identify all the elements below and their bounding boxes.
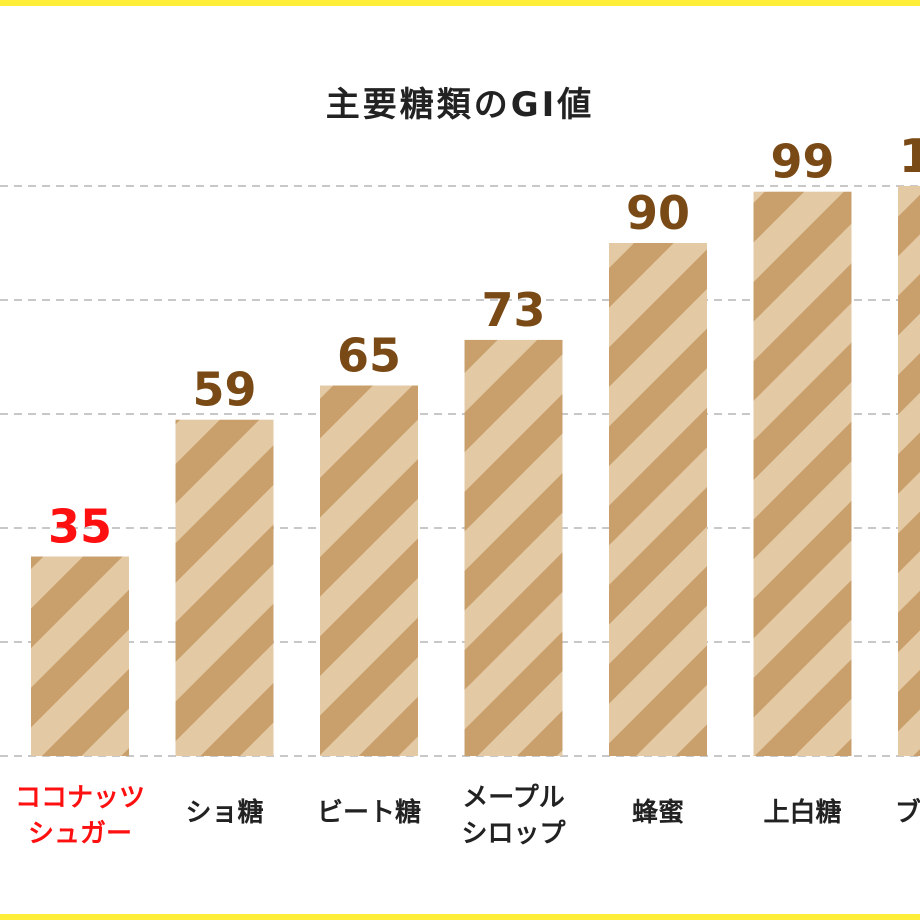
value-labels: 35 59 65 73 90 99 100	[48, 129, 920, 554]
bar	[898, 186, 920, 756]
category-label: ビート糖	[317, 797, 421, 828]
category-label: ココナッツシュガー	[15, 783, 145, 849]
category-label: ショ糖	[185, 797, 263, 828]
bars	[31, 186, 920, 756]
value-label: 35	[48, 500, 112, 554]
value-label: 59	[192, 363, 256, 417]
value-label: 99	[770, 135, 834, 189]
category-label-line: 上白糖	[763, 797, 841, 828]
category-label: 蜂蜜	[632, 797, 684, 828]
bar	[31, 556, 129, 756]
category-label-line: メープル	[462, 783, 564, 813]
value-label: 90	[626, 186, 690, 240]
category-label: ブドウ糖	[895, 797, 920, 828]
bar	[753, 191, 852, 756]
category-label-line: シロップ	[461, 819, 566, 849]
value-label: 100	[899, 129, 920, 183]
gi-bar-chart: 主要糖類のGI値 35 59 65 73 90 99 100 ココナッツシュガー ショ糖 ビート…	[0, 85, 920, 849]
bar	[175, 419, 274, 756]
value-label: 65	[337, 329, 401, 383]
category-label-line: ショ糖	[185, 797, 263, 828]
bar	[609, 243, 707, 756]
category-label-line: シュガー	[28, 819, 132, 849]
category-label: メープルシロップ	[461, 783, 566, 849]
category-label-line: ブドウ糖	[895, 797, 920, 828]
category-labels: ココナッツシュガー ショ糖 ビート糖 メープルシロップ 蜂蜜 上白糖 ブドウ糖	[15, 783, 920, 849]
value-label: 73	[481, 283, 545, 337]
category-label-line: ビート糖	[317, 797, 421, 828]
category-label: 上白糖	[763, 797, 841, 828]
chart-title: 主要糖類のGI値	[326, 85, 595, 125]
category-label-line: 蜂蜜	[632, 797, 684, 828]
bar	[320, 385, 418, 756]
category-label-line: ココナッツ	[15, 783, 145, 813]
bar	[464, 339, 563, 756]
